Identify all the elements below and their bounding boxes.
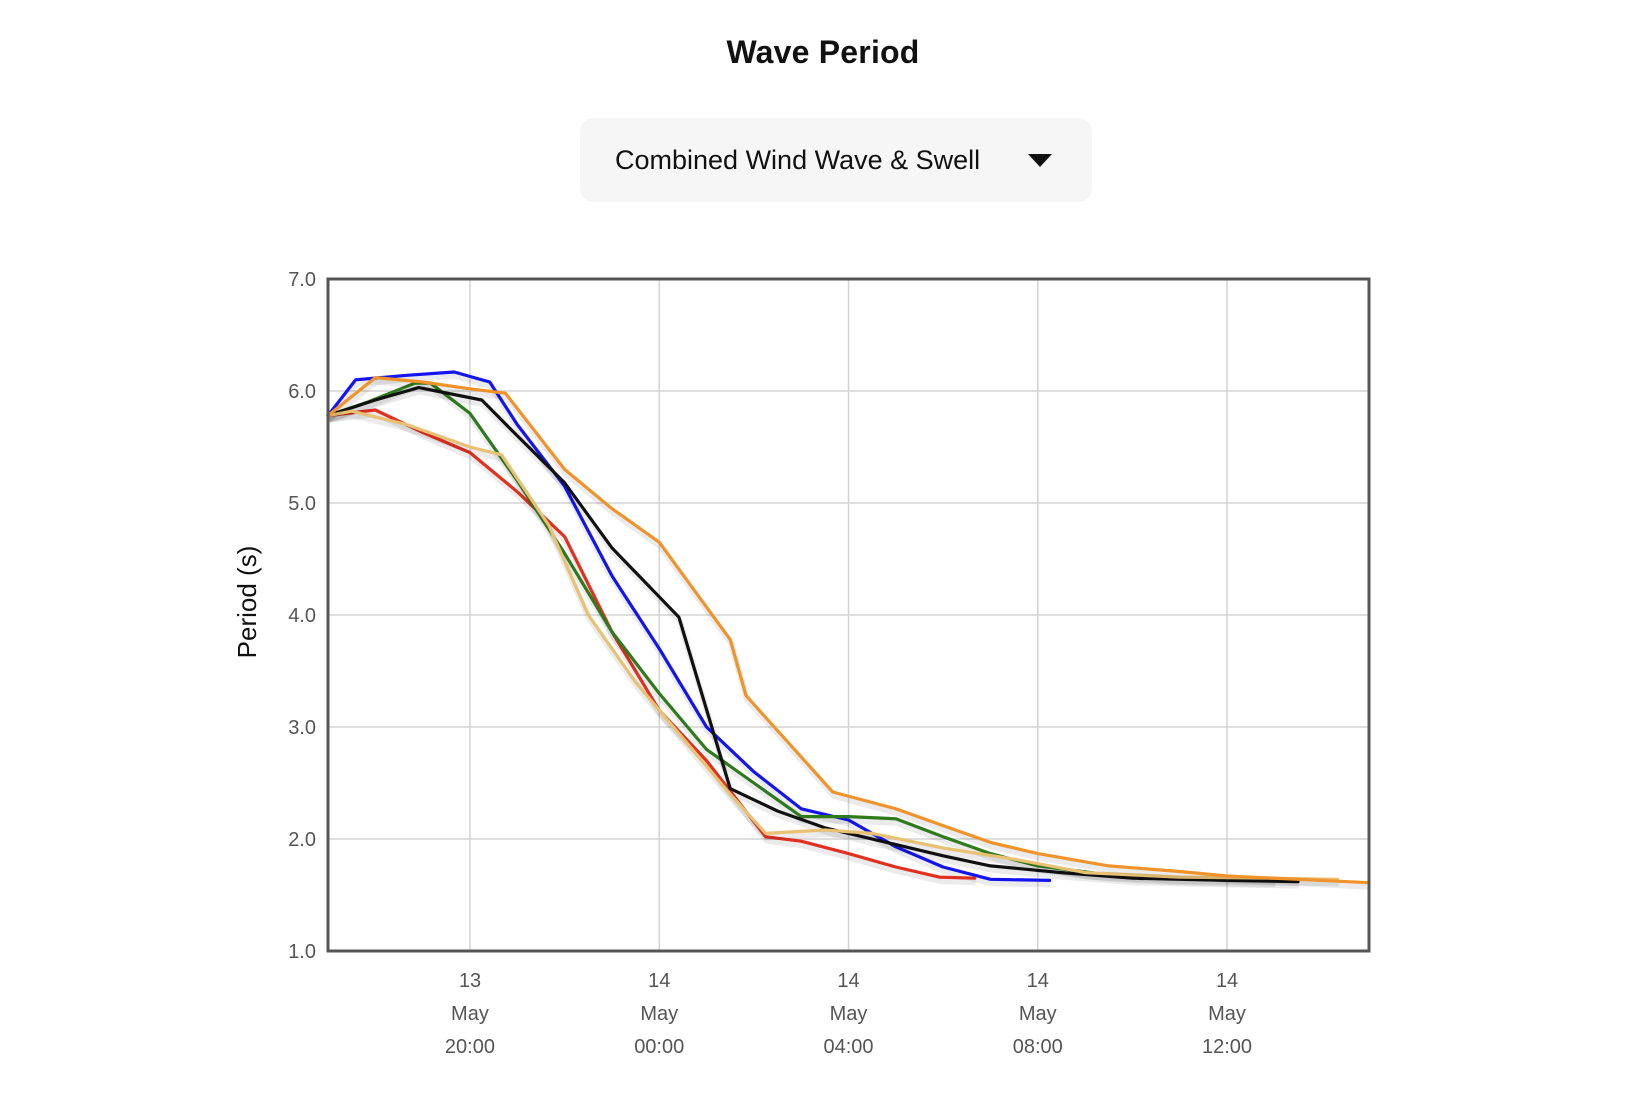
x-tick-label-day: 14 [648, 970, 670, 992]
series-line-shadow [328, 411, 976, 886]
y-tick-label: 4.0 [288, 605, 316, 627]
wave-component-select-label: Combined Wind Wave & Swell [615, 144, 981, 175]
x-tick-label-month: May [1208, 1003, 1246, 1025]
series-line-shadow [326, 373, 1051, 888]
x-tick-label-day: 14 [1216, 970, 1238, 992]
x-tick-label-day: 14 [837, 970, 859, 992]
caret-down-icon[interactable] [1028, 154, 1052, 167]
x-tick-label-month: May [1019, 1003, 1057, 1025]
series-line-shadow [328, 388, 1300, 889]
page-title: Wave Period [726, 34, 920, 70]
y-axis-title: Period (s) [232, 546, 262, 659]
x-tick-label-month: May [451, 1003, 489, 1025]
wave-component-select[interactable]: Combined Wind Wave & Swell [580, 118, 1092, 202]
y-tick-labels: 1.0 2.0 3.0 4.0 5.0 6.0 7.0 [288, 269, 316, 963]
x-tick-label-time: 04:00 [823, 1036, 873, 1058]
y-tick-label: 3.0 [288, 717, 316, 739]
series-line-shadow [328, 412, 1339, 887]
plot-frame [326, 277, 1371, 953]
x-tick-label-month: May [640, 1003, 678, 1025]
x-tick-label-day: 14 [1027, 970, 1049, 992]
x-tick-labels: 13 May 20:00 14 May 00:00 14 May 04:00 14 May 08:00… [445, 970, 1252, 1058]
series-line-5 [326, 409, 1340, 881]
chart-series-layer [326, 370, 1371, 890]
x-tick-label-day: 13 [459, 970, 481, 992]
y-tick-label: 1.0 [288, 941, 316, 963]
series-line-3 [326, 381, 1277, 883]
y-tick-label: 5.0 [288, 493, 316, 515]
x-tick-label-time: 20:00 [445, 1036, 495, 1058]
y-tick-label: 7.0 [288, 269, 316, 291]
y-tick-label: 6.0 [288, 381, 316, 403]
x-tick-label-time: 08:00 [1013, 1036, 1063, 1058]
x-tick-label-month: May [830, 1003, 868, 1025]
y-tick-label: 2.0 [288, 829, 316, 851]
x-tick-label-time: 12:00 [1202, 1036, 1252, 1058]
x-tick-label-time: 00:00 [634, 1036, 684, 1058]
series-line-1 [326, 370, 1052, 883]
series-line-shadow [327, 378, 1371, 890]
series-line-6 [326, 376, 1371, 885]
series-line-4 [326, 386, 1300, 884]
